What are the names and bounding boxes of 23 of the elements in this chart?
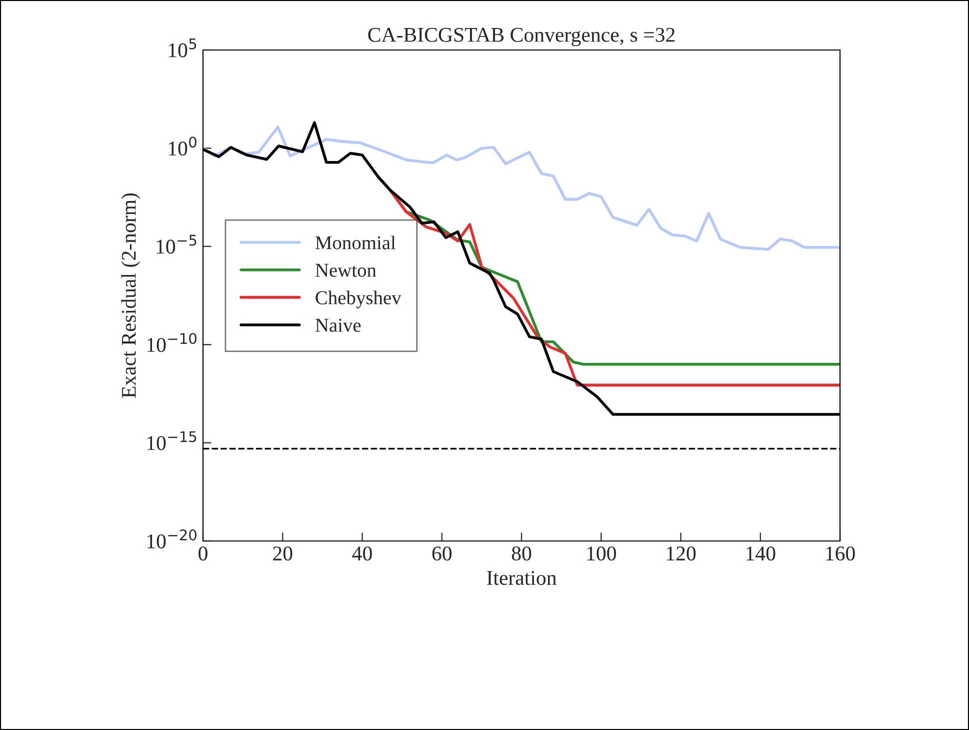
y-tick-label: 10$^{−20}$: [147, 529, 196, 548]
x-axis-title: Iteration: [486, 570, 556, 585]
y-tick-label: 10$^{5}$: [168, 38, 196, 58]
legend-label: Newton: [315, 264, 376, 277]
x-tick-label: 60: [432, 546, 452, 561]
x-tick-label: 100: [587, 546, 616, 561]
y-tick-label: 10$^{−10}$: [147, 333, 196, 352]
x-tick-label: 20: [273, 546, 292, 561]
x-tick-label: 80: [512, 546, 532, 561]
legend-label: Monomial: [315, 236, 396, 250]
legend-label: Chebyshev: [316, 290, 402, 308]
x-tick-label: 160: [826, 546, 855, 561]
line-series: [203, 126, 840, 251]
x-tick-label: 0: [198, 546, 208, 561]
chart-title: CA-BICGSTAB Convergence, s =32: [368, 28, 675, 46]
y-tick-label: 10$^{0}$: [168, 136, 196, 156]
legend-label: Naive: [315, 318, 361, 332]
y-tick-label: 10$^{−15}$: [147, 431, 196, 450]
x-tick-label: 40: [352, 546, 372, 561]
y-tick-label: 10$^{−5}$: [156, 234, 196, 254]
y-axis-title: Exact Residual (2-norm): [121, 193, 140, 398]
x-tick-label: 140: [746, 546, 776, 561]
x-tick-label: 120: [666, 546, 696, 561]
